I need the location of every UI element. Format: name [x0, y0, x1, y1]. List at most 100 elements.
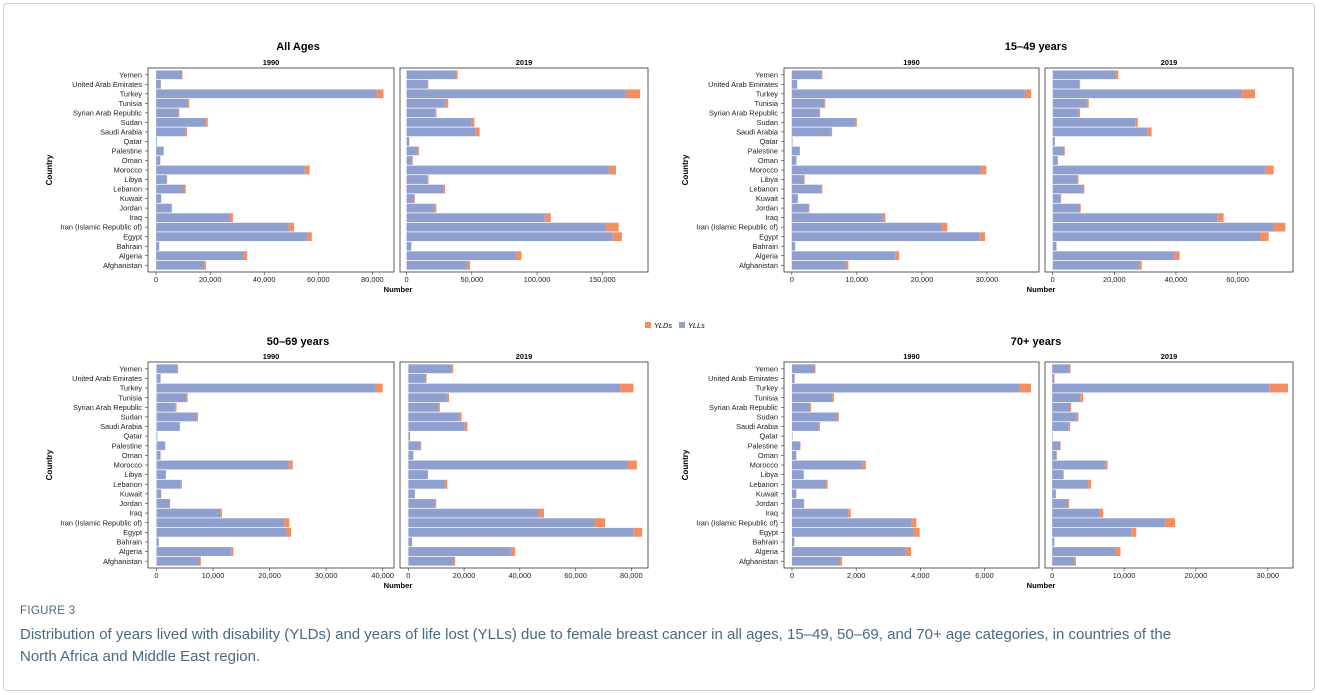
country-label: Egypt — [123, 232, 142, 241]
country-label: Palestine — [748, 147, 778, 156]
country-label: Jordan — [755, 499, 778, 508]
bar-yld — [183, 184, 186, 194]
bar-yld — [1062, 470, 1064, 480]
bar-yll — [1052, 213, 1218, 222]
x-tick-label: 0 — [154, 275, 158, 284]
bar-yll — [1052, 79, 1080, 89]
bar-yld — [895, 251, 900, 261]
bar-yld — [199, 556, 201, 566]
bar-yll — [1052, 203, 1080, 213]
bar-yld — [196, 412, 199, 422]
bar-yld — [627, 460, 637, 470]
country-label: Lebanon — [113, 480, 142, 489]
bar-yld — [808, 203, 810, 213]
bar-yll — [406, 175, 428, 184]
country-label: Libya — [124, 175, 143, 184]
bar-yld — [179, 422, 180, 431]
bar-yll — [791, 146, 800, 156]
bar-yll — [406, 184, 444, 194]
bar-yll — [406, 213, 545, 222]
bar-yld — [220, 508, 223, 518]
x-tick-label: 50,000 — [460, 275, 483, 284]
bar-yll — [156, 251, 244, 261]
bar-yld — [821, 184, 823, 194]
bar-yld — [1165, 518, 1176, 528]
bar-yll — [1052, 127, 1148, 137]
bar-yll — [792, 499, 804, 508]
bar-yll — [792, 489, 797, 499]
bar-yll — [791, 194, 798, 203]
bar-yld — [185, 127, 188, 137]
country-label: Egypt — [759, 232, 778, 241]
bar-yll — [1052, 412, 1077, 422]
y-axis-title: Country — [681, 154, 690, 185]
bar-yll — [156, 556, 200, 566]
bar-yll — [406, 89, 626, 99]
figure-label: FIGURE 3 — [20, 605, 76, 617]
bar-yld — [180, 479, 182, 489]
country-label: Palestine — [112, 147, 142, 156]
facet-label: 2019 — [1161, 352, 1177, 361]
bar-yld — [862, 460, 866, 470]
bar-yll — [406, 222, 607, 232]
bar-yld — [1138, 260, 1142, 270]
bar-yld — [538, 508, 545, 518]
bar-yld — [803, 499, 805, 508]
bar-yld — [1074, 556, 1076, 566]
bar-yll — [406, 79, 428, 89]
x-tick-label: 2,000 — [847, 571, 866, 580]
x-tick-label: 0 — [1050, 571, 1054, 580]
country-label: Iran (Islamic Republic of) — [60, 223, 142, 232]
bar-yll — [156, 89, 377, 99]
bar-yld — [175, 402, 177, 412]
figure-caption: Distribution of years lived with disabil… — [20, 626, 1172, 665]
bar-yld — [612, 232, 622, 242]
bar-yll — [1052, 383, 1270, 393]
bar-yll — [406, 165, 609, 175]
bar-yll — [1052, 184, 1083, 194]
bar-yld — [471, 118, 475, 127]
bar-yll — [156, 98, 188, 108]
panel-title: All Ages — [276, 41, 320, 53]
bar-yld — [464, 422, 468, 431]
bar-yld — [836, 412, 839, 422]
bar-yll — [1052, 518, 1166, 528]
bar-yld — [475, 127, 480, 137]
bar-yll — [408, 499, 435, 508]
bar-yll — [408, 479, 446, 489]
bar-yld — [1079, 203, 1081, 213]
bar-yld — [905, 547, 912, 556]
country-label: Afghanistan — [739, 261, 778, 270]
country-label: Yemen — [755, 70, 778, 79]
country-label: Egypt — [123, 528, 142, 537]
bar-yld — [913, 527, 920, 537]
bar-yld — [467, 260, 471, 270]
country-label: Iran (Islamic Republic of) — [696, 518, 778, 527]
bar-yll — [1052, 374, 1055, 383]
bar-yld — [459, 412, 462, 422]
country-label: Saudi Arabia — [736, 422, 779, 431]
bar-yll — [156, 479, 181, 489]
bar-yll — [1052, 402, 1071, 412]
bar-yll — [792, 402, 810, 412]
x-tick-label: 30,000 — [1257, 571, 1280, 580]
bar-yll — [408, 470, 428, 480]
x-tick-label: 20,000 — [1185, 571, 1208, 580]
bar-yll — [1052, 441, 1061, 451]
bar-yld — [608, 165, 617, 175]
legend: YLDs YLLs — [645, 321, 705, 330]
bar-yll — [156, 70, 183, 80]
bar-yld — [1147, 127, 1152, 137]
x-tick-label: 20,000 — [453, 571, 476, 580]
bar-yld — [304, 165, 310, 175]
bar-yld — [832, 393, 835, 403]
country-label: Oman — [758, 156, 778, 165]
bar-yld — [1260, 232, 1269, 242]
y-axis-title: Country — [45, 449, 54, 480]
bar-yld — [848, 508, 851, 518]
x-tick-label: 30,000 — [315, 571, 338, 580]
bar-yld — [846, 260, 849, 270]
bar-yll — [791, 98, 825, 108]
country-label: Libya — [760, 175, 779, 184]
